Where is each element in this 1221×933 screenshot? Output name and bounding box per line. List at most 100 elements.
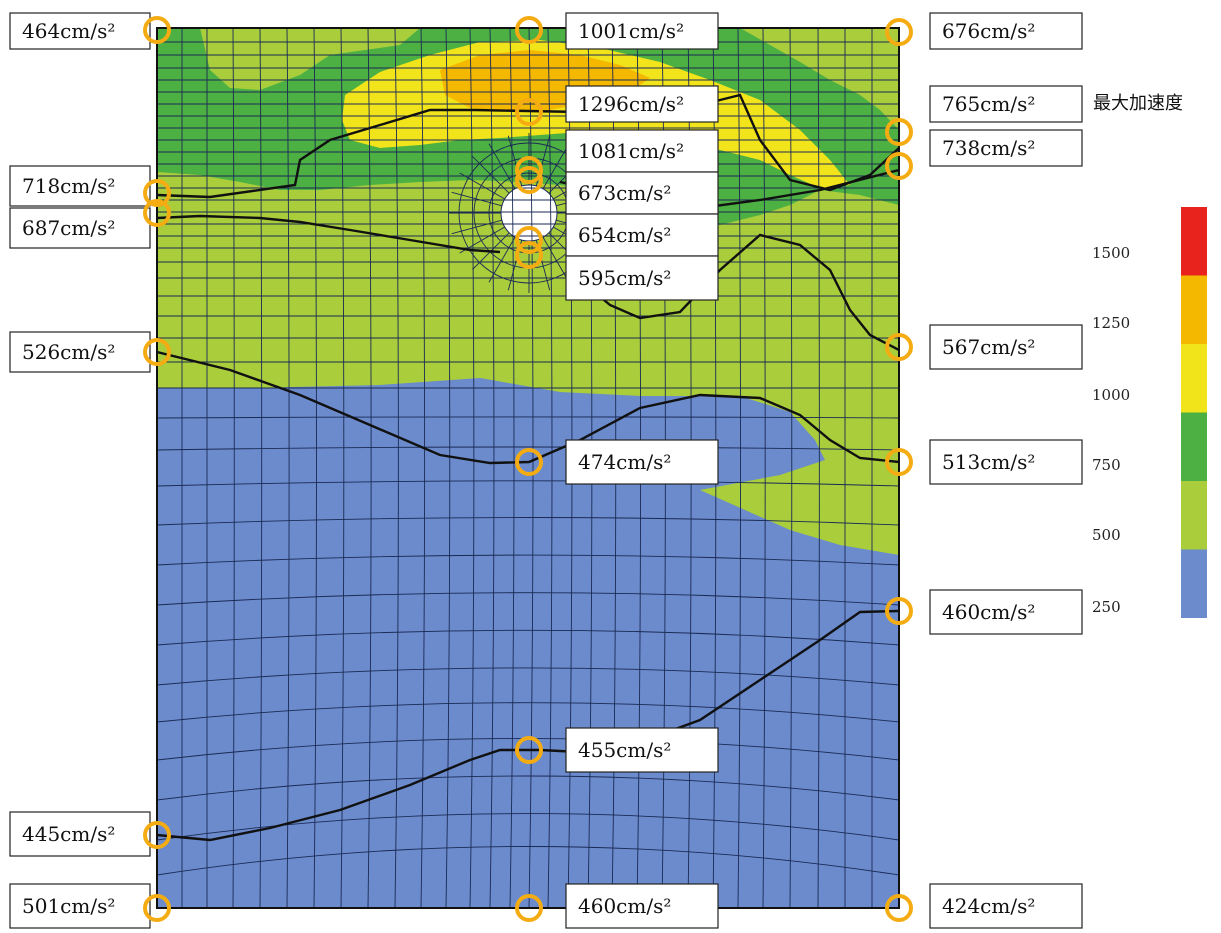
point-marker-circle: [515, 736, 543, 764]
mesh-line-horizontal: [157, 813, 899, 841]
point-marker-circle: [885, 118, 913, 146]
value-label-box: [9, 883, 151, 929]
legend-swatch: [1181, 412, 1207, 481]
point-marker-circle: [515, 156, 543, 184]
mesh-line-vertical: [367, 28, 372, 908]
value-label: 460cm/s²: [578, 894, 671, 918]
band-500-750-patch-top: [200, 28, 420, 90]
value-label: 1081cm/s²: [578, 139, 684, 163]
mesh-line-horizontal: [157, 846, 899, 876]
point-left-718: 718cm/s²: [9, 165, 171, 207]
value-label: 460cm/s²: [942, 600, 1035, 624]
legend-swatch: [1181, 344, 1207, 413]
mesh-radial-line: [488, 143, 516, 189]
mesh-line-vertical: [420, 28, 426, 908]
mesh-line-vertical: [789, 28, 793, 908]
legend-tick-label: 1500: [1092, 244, 1130, 262]
value-label: 595cm/s²: [578, 266, 671, 290]
legend-tick-label: 1250: [1092, 314, 1130, 332]
mesh-line-horizontal: [157, 629, 899, 646]
value-label: 765cm/s²: [942, 92, 1035, 116]
value-label-box: [9, 811, 151, 857]
point-marker-circle: [885, 152, 913, 180]
mesh-line-horizontal: [157, 480, 899, 487]
boundary-upper-layer: [157, 214, 501, 254]
point-center-1296: 1296cm/s²: [515, 85, 719, 126]
value-label: 526cm/s²: [22, 340, 115, 364]
mesh-radial-line: [451, 191, 503, 207]
point-left-bottom: 501cm/s²: [9, 883, 171, 929]
mesh-radial-line: [472, 156, 510, 194]
value-label-box: [929, 324, 1083, 370]
value-label: 464cm/s²: [22, 19, 115, 43]
legend-tick-label: 250: [1092, 598, 1121, 616]
legend-swatch: [1181, 481, 1207, 550]
point-center-455: 455cm/s²: [515, 727, 719, 773]
measurement-points: 464cm/s² 1001cm/s² 676cm/s² 765cm/s² 1296cm/…: [9, 12, 1083, 929]
mesh-line-vertical: [286, 28, 290, 908]
legend-color-bar: [1181, 207, 1207, 618]
point-right-765: 765cm/s²: [885, 85, 1083, 146]
value-label: 474cm/s²: [578, 450, 671, 474]
value-label-box: [929, 589, 1083, 635]
value-label: 501cm/s²: [22, 894, 115, 918]
value-label-box: [565, 85, 719, 123]
legend-tick-label: 500: [1092, 526, 1121, 544]
point-right-bottom: 424cm/s²: [885, 883, 1083, 929]
point-marker-circle: [885, 597, 913, 625]
mesh-line-vertical: [340, 28, 345, 908]
point-center-bottom: 460cm/s²: [515, 883, 719, 929]
point-left-687: 687cm/s²: [9, 199, 171, 249]
mesh-line-horizontal: [157, 702, 899, 723]
value-label: 718cm/s²: [22, 174, 115, 198]
mesh-line-horizontal: [157, 592, 899, 606]
point-right-top: 676cm/s²: [885, 12, 1083, 50]
mesh-line-vertical: [445, 28, 451, 908]
legend: 最大加速度 1500 1250 1000 750 500 250: [1092, 93, 1207, 618]
boundary-top-layer: [157, 93, 899, 199]
point-marker-circle: [885, 894, 913, 922]
mesh-line-vertical: [259, 28, 263, 908]
mesh-line-horizontal: [157, 416, 899, 419]
point-marker-circle: [143, 199, 171, 227]
point-marker-circle: [143, 894, 171, 922]
value-label: 513cm/s²: [942, 450, 1035, 474]
point-marker-circle: [143, 821, 171, 849]
domain-border: [156, 27, 900, 909]
legend-tick-label: 750: [1092, 456, 1121, 474]
point-left-526: 526cm/s²: [9, 331, 171, 373]
value-label: 445cm/s²: [22, 822, 115, 846]
value-label-box: [9, 12, 151, 50]
point-center-595: 595cm/s²: [515, 241, 719, 301]
point-left-top: 464cm/s²: [9, 12, 171, 50]
point-marker-circle: [885, 448, 913, 476]
value-label: 673cm/s²: [578, 181, 671, 205]
value-label-box: [565, 213, 719, 257]
point-center-474: 474cm/s²: [515, 439, 719, 485]
value-label-box: [9, 165, 151, 207]
point-marker-circle: [143, 16, 171, 44]
value-label-box: [565, 12, 719, 50]
mesh-line-vertical: [232, 28, 235, 908]
value-label-box: [565, 439, 719, 485]
point-center-654: 654cm/s²: [515, 213, 719, 257]
point-right-567: 567cm/s²: [885, 324, 1083, 370]
mesh-grid: [157, 28, 899, 908]
mesh-line-vertical: [817, 28, 820, 908]
point-marker-circle: [515, 226, 543, 254]
point-right-513: 513cm/s²: [885, 439, 1083, 485]
point-marker-circle: [143, 338, 171, 366]
value-label-box: [929, 85, 1083, 123]
value-label: 1001cm/s²: [578, 19, 684, 43]
mesh-line-vertical: [737, 28, 741, 908]
boundary-rock-arch: [579, 233, 899, 352]
point-marker-circle: [515, 894, 543, 922]
mesh-radial-line: [459, 172, 505, 200]
mesh-line-horizontal: [157, 517, 899, 526]
value-label-box: [565, 171, 719, 215]
mesh-line-horizontal: [157, 775, 899, 801]
value-label: 1296cm/s²: [578, 92, 684, 116]
point-marker-circle: [515, 98, 543, 126]
legend-swatch: [1181, 275, 1207, 344]
